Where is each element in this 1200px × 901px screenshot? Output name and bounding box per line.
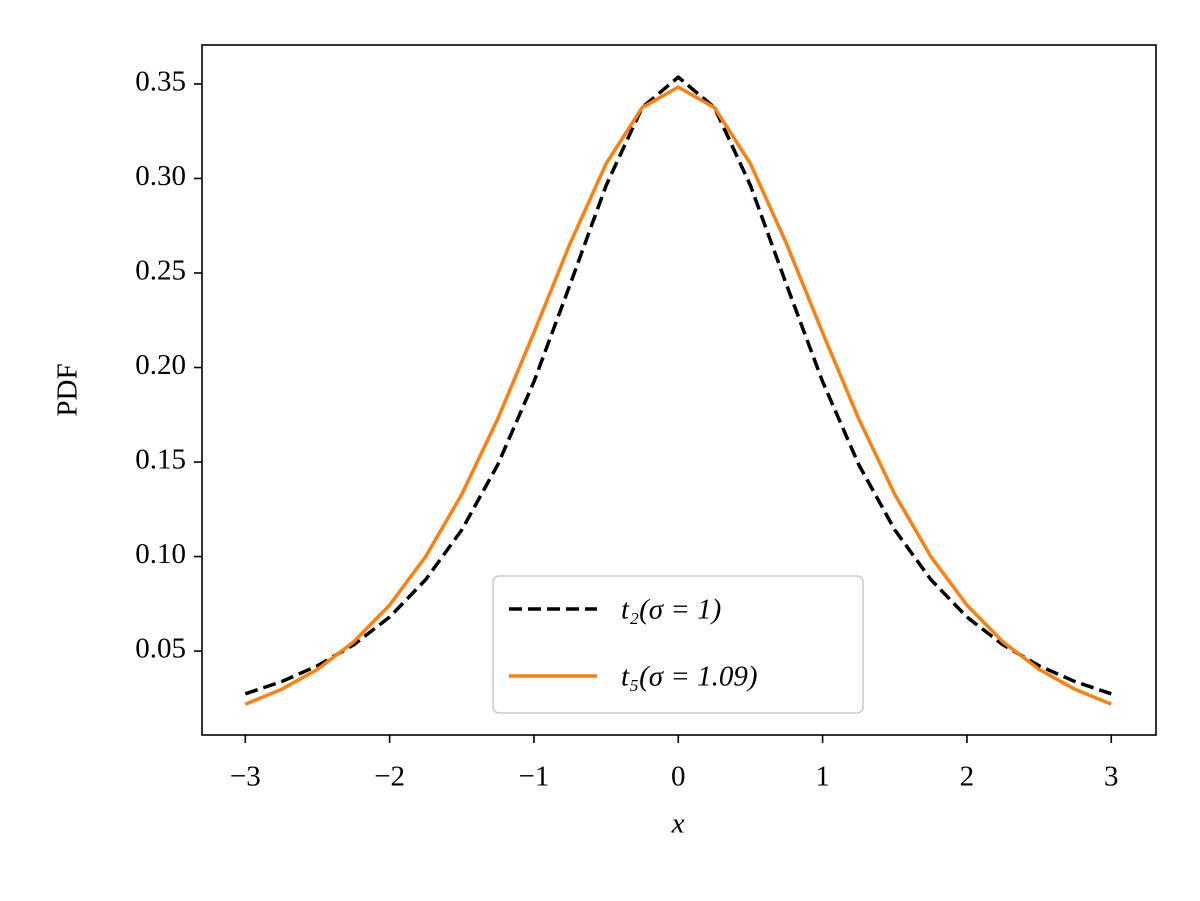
x-tick-label: 1 <box>815 761 830 793</box>
y-axis-label: PDF <box>52 363 84 416</box>
y-tick-label: 0.35 <box>135 66 186 98</box>
series-line <box>244 75 1112 696</box>
y-tick-label: 0.05 <box>135 633 186 665</box>
x-tick-label: −3 <box>230 761 261 793</box>
y-tick-label: 0.15 <box>135 444 186 476</box>
series-line <box>244 85 1112 706</box>
y-tick-label: 0.20 <box>135 349 186 381</box>
y-tick-label: 0.25 <box>135 255 186 287</box>
y-tick-label: 0.10 <box>135 538 186 570</box>
x-tick-label: −2 <box>374 761 405 793</box>
legend-label: t₂(σ = 1) <box>621 594 721 626</box>
x-tick-label: 0 <box>671 761 686 793</box>
x-axis-label: x <box>671 808 685 840</box>
x-tick-label: 3 <box>1104 761 1119 793</box>
plot-frame <box>201 44 1157 736</box>
legend-label: t₅(σ = 1.09) <box>621 661 758 693</box>
x-tick-label: −1 <box>519 761 550 793</box>
x-tick-label: 2 <box>960 761 975 793</box>
y-tick-label: 0.30 <box>135 160 186 192</box>
